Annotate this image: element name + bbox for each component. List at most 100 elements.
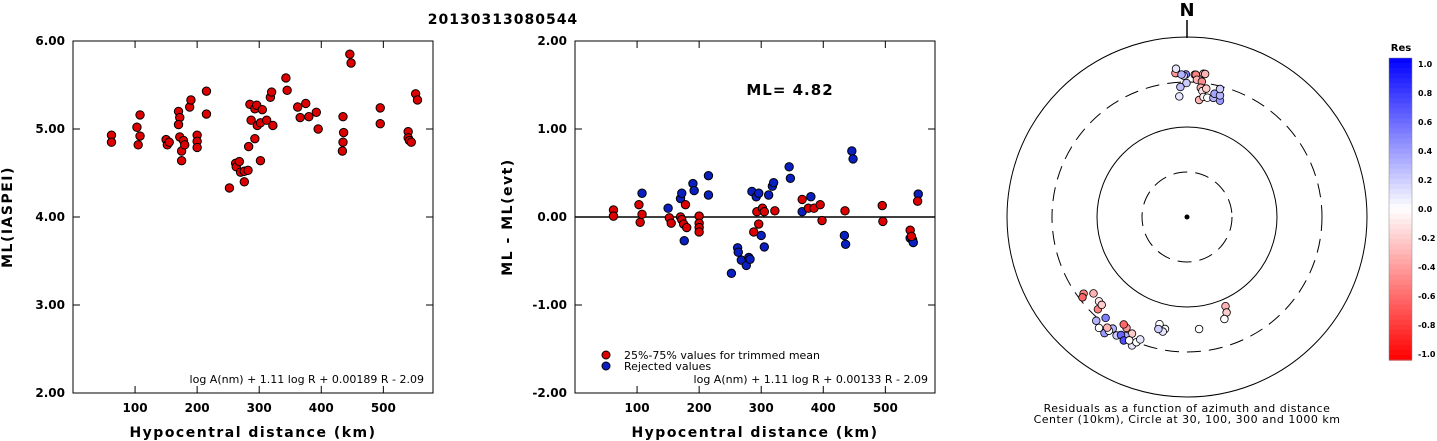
- colorbar-cell: [1389, 279, 1412, 286]
- ml-point: [201, 109, 212, 119]
- station-residual-point: [1171, 64, 1181, 73]
- trimmed-point: [682, 222, 692, 233]
- colorbar-cell: [1389, 63, 1412, 69]
- colorbar-cell: [1389, 193, 1412, 200]
- residual-plot: 100 200 300 400 500 -2.00 -1.00 0.00 1.00 2.00 ML…: [500, 34, 936, 441]
- residual-colorbar: Res 1.0 0.8 0.6 0.4 0.2 0.0 -0.2 -0.4 -0.6 -0.8 -1…: [1388, 43, 1436, 361]
- ml-plot-points: [106, 49, 423, 193]
- ml-point: [173, 119, 184, 130]
- station-residual-point: [1194, 324, 1204, 334]
- ml-point: [304, 111, 314, 122]
- rejected-point: [745, 254, 755, 264]
- legend-label-trimmed: 25%-75% values for trimmed mean: [624, 349, 820, 362]
- residual-plot-xtick-label: 100: [625, 401, 650, 415]
- colorbar-cell: [1389, 324, 1412, 331]
- rejected-point: [839, 230, 850, 241]
- colorbar-tick-label: 0.6: [1418, 118, 1433, 127]
- rejected-point: [679, 236, 689, 246]
- colorbar-cell: [1389, 244, 1412, 250]
- colorbar-tick-label: -0.2: [1418, 234, 1436, 243]
- station-residual-point: [1175, 92, 1184, 101]
- ml-point: [268, 120, 278, 131]
- rejected-point: [759, 242, 770, 252]
- colorbar-cell: [1389, 214, 1412, 220]
- colorbar-tick-label: 0.0: [1418, 205, 1433, 214]
- colorbar-cell: [1389, 314, 1412, 321]
- colorbar-cell: [1389, 209, 1412, 215]
- colorbar-cell: [1389, 264, 1412, 270]
- epicenter-dot: [1184, 214, 1190, 220]
- rejected-point: [806, 192, 816, 202]
- colorbar-cell: [1389, 153, 1412, 160]
- colorbar-cell: [1389, 198, 1412, 205]
- ml-point: [180, 140, 190, 150]
- trimmed-point: [680, 199, 691, 210]
- ml-point: [338, 137, 348, 147]
- station-residual-point: [1101, 313, 1110, 323]
- ml-plot-frame: [72, 40, 434, 394]
- rejected-point: [637, 188, 647, 198]
- colorbar-cell: [1389, 294, 1412, 301]
- colorbar-cell: [1389, 329, 1412, 336]
- colorbar-cell: [1389, 168, 1412, 175]
- trimmed-point: [608, 211, 619, 221]
- ml-point: [292, 102, 303, 112]
- colorbar-cell: [1389, 158, 1412, 165]
- colorbar-tick-label: 0.8: [1418, 89, 1433, 98]
- ml-plot-xtick-label: 100: [123, 401, 148, 415]
- trimmed-point: [912, 196, 923, 206]
- colorbar-cell: [1389, 123, 1412, 130]
- ml-plot-xlabel: Hypocentral distance (km): [129, 425, 376, 441]
- colorbar-tick-label: -0.6: [1418, 292, 1436, 301]
- colorbar-cell: [1389, 68, 1412, 74]
- colorbar-tick-label: 1.0: [1418, 60, 1433, 69]
- ring-1000km: [1006, 36, 1368, 398]
- ml-point: [234, 156, 245, 167]
- colorbar-cell: [1389, 274, 1412, 281]
- colorbar-tick-label: 0.4: [1418, 147, 1433, 156]
- colorbar-tick-label: 0.2: [1418, 176, 1432, 185]
- legend-label-rejected: Rejected values: [624, 360, 711, 373]
- colorbar-cell: [1389, 113, 1412, 119]
- colorbar-cell: [1389, 163, 1412, 170]
- station-residual-point: [1097, 300, 1106, 310]
- colorbar-cell: [1389, 78, 1412, 84]
- station-residual-point: [1215, 84, 1225, 94]
- colorbar-cell: [1389, 239, 1412, 245]
- ml-point: [412, 95, 423, 105]
- residual-plot-ylabel: ML - ML(evt): [500, 158, 516, 275]
- ml-plot-ytick-label: 2.00: [35, 386, 65, 400]
- trimmed-point: [877, 200, 887, 211]
- ml-point: [250, 133, 260, 144]
- trimmed-point: [694, 227, 704, 237]
- rejected-point: [840, 239, 851, 249]
- trimmed-point: [797, 194, 807, 205]
- ml-point: [338, 111, 348, 122]
- colorbar-cell: [1389, 58, 1412, 64]
- azimuth-caption-2: Center (10km), Circle at 30, 100, 300 an…: [1034, 413, 1341, 426]
- ml-point: [375, 119, 385, 129]
- ml-plot-ytick-label: 5.00: [35, 122, 65, 136]
- rejected-point: [733, 247, 743, 257]
- colorbar-cell: [1389, 354, 1412, 361]
- station-residual-point: [1125, 336, 1134, 345]
- colorbar-cell: [1389, 133, 1412, 140]
- colorbar-cell: [1389, 269, 1412, 276]
- rejected-point: [703, 190, 714, 200]
- ring-300km: [1051, 81, 1323, 353]
- rejected-point: [847, 146, 857, 156]
- colorbar-cell: [1389, 108, 1412, 114]
- ml-point: [295, 112, 305, 123]
- colorbar-cell: [1389, 88, 1412, 94]
- trimmed-point: [817, 215, 827, 226]
- ml-point: [239, 177, 250, 187]
- rejected-point: [663, 203, 673, 213]
- trimmed-point: [749, 227, 759, 237]
- ml-point: [176, 155, 187, 166]
- station-residual-point: [1154, 324, 1163, 334]
- colorbar-title: Res: [1391, 43, 1411, 54]
- legend-marker-rejected: [601, 361, 611, 371]
- ml-point: [313, 124, 323, 134]
- residual-plot-xtick-label: 400: [811, 401, 836, 415]
- residual-plot-points: [608, 146, 923, 279]
